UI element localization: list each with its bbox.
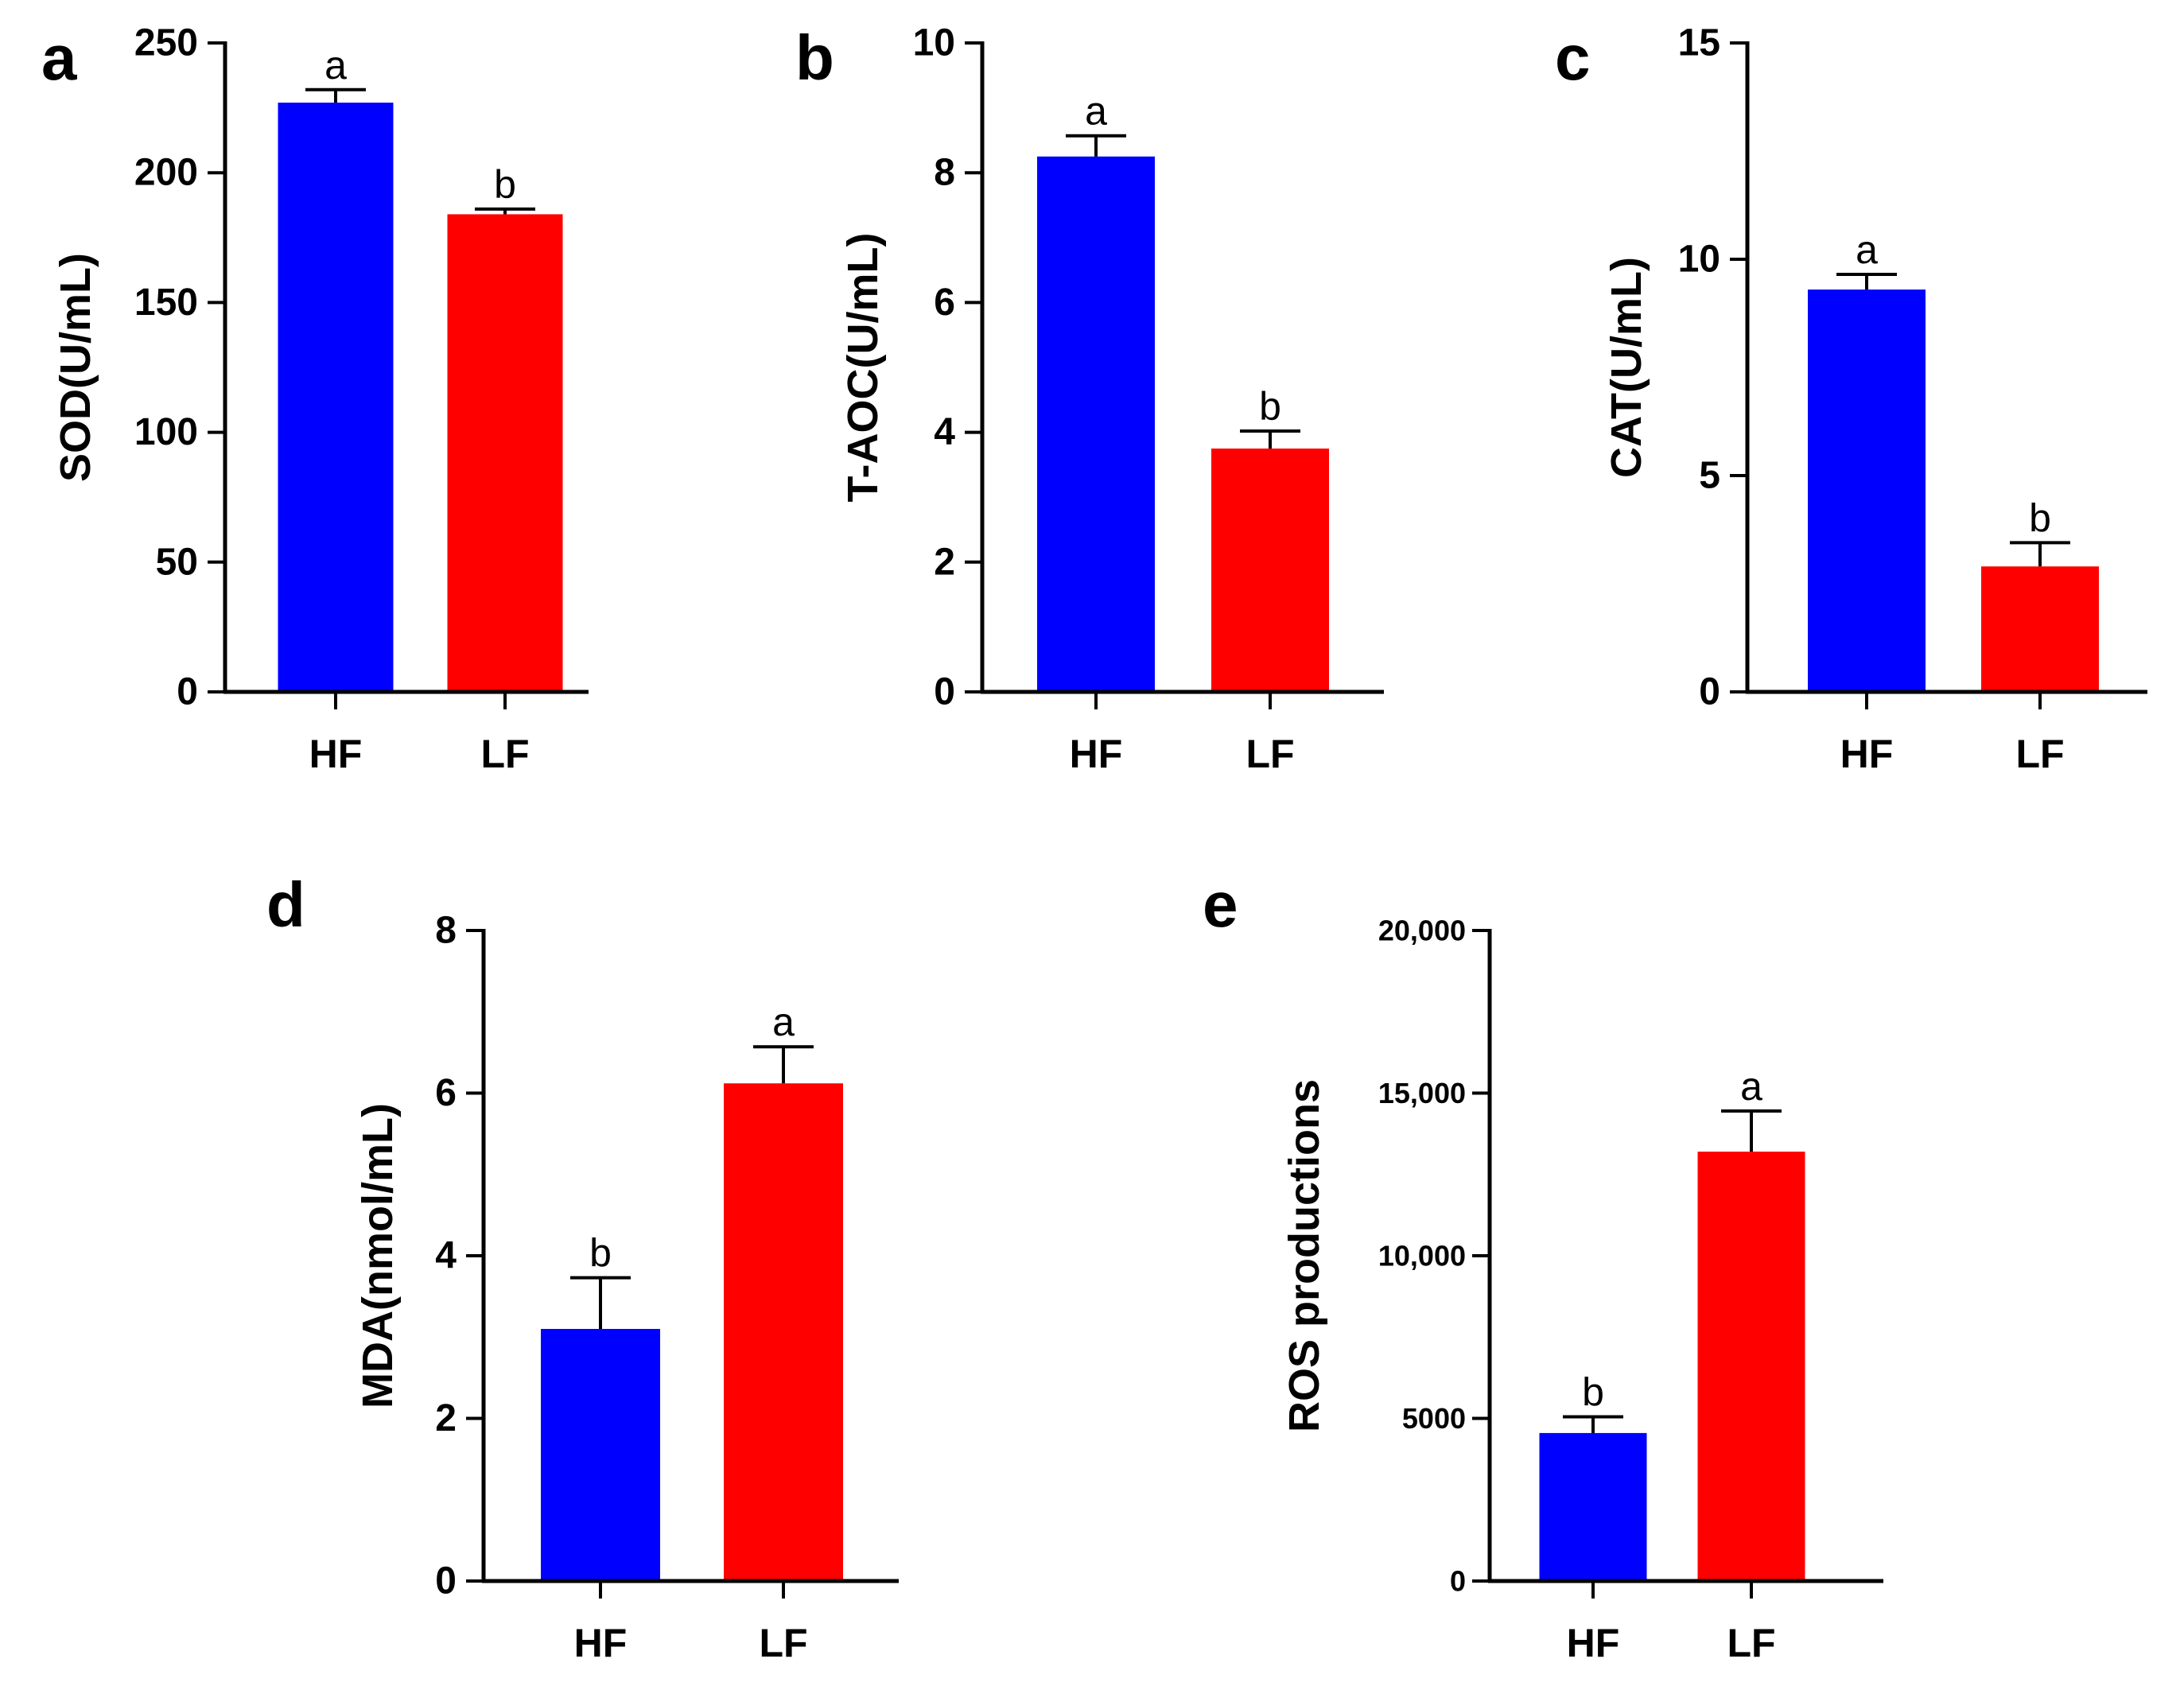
significance-letter: a <box>772 1000 795 1044</box>
panel-letter: a <box>41 22 77 93</box>
bar-lf <box>724 1083 843 1581</box>
x-tick-label: LF <box>480 732 529 776</box>
y-tick-label: 4 <box>435 1235 457 1277</box>
y-tick-label: 2 <box>934 541 955 583</box>
y-tick-label: 250 <box>134 22 198 64</box>
y-tick-label: 100 <box>134 411 198 453</box>
y-tick-label: 5000 <box>1402 1402 1466 1435</box>
y-axis-title: MDA(nmol/mL) <box>354 1103 402 1408</box>
bar-lf <box>1697 1152 1805 1581</box>
significance-letter: b <box>1582 1369 1604 1414</box>
bar-hf <box>1539 1432 1647 1581</box>
panel-e: e b HF a LF 0 5000 10,000 15,000 20,000 ROS produc… <box>1203 869 1883 1665</box>
panel-letter: c <box>1555 22 1591 93</box>
panel-c: c a HF b LF 0 5 10 15 CAT(U/mL) <box>1555 22 2147 776</box>
significance-letter: a <box>1085 89 1107 134</box>
x-tick-label: LF <box>1727 1621 1775 1665</box>
x-tick-label: HF <box>309 732 363 776</box>
panel-letter: e <box>1203 869 1238 940</box>
y-tick-label: 0 <box>934 671 955 713</box>
y-tick-label: 10 <box>913 22 955 64</box>
y-tick-label: 50 <box>156 541 198 583</box>
y-tick-label: 6 <box>435 1072 457 1114</box>
y-tick-label: 8 <box>934 152 955 194</box>
y-tick-label: 4 <box>934 411 955 453</box>
y-tick-label: 200 <box>134 152 198 194</box>
y-axis-title: ROS productions <box>1280 1079 1328 1432</box>
error-bar-hf <box>1563 1415 1623 1433</box>
y-tick-label: 8 <box>435 910 457 952</box>
y-tick-label: 0 <box>177 671 198 713</box>
y-axis-title: SOD(U/mL) <box>52 253 99 482</box>
panel-letter: d <box>266 869 305 940</box>
significance-letter: b <box>589 1231 612 1276</box>
significance-letter: a <box>1856 227 1878 272</box>
bar-hf <box>541 1329 660 1581</box>
bar-lf <box>1981 566 2099 692</box>
error-bar-hf <box>1836 273 1897 290</box>
y-tick-label: 15,000 <box>1378 1077 1466 1109</box>
y-tick-label: 5 <box>1699 455 1720 497</box>
error-bar-lf <box>753 1045 814 1084</box>
significance-letter: b <box>494 162 516 207</box>
bar-hf <box>1808 289 1926 692</box>
y-tick-label: 20,000 <box>1378 915 1466 947</box>
y-tick-label: 150 <box>134 282 198 324</box>
x-tick-label: HF <box>1567 1621 1620 1665</box>
x-tick-label: HF <box>1840 732 1894 776</box>
panel-d: d b HF a LF 0 2 4 6 8 MDA(nmol/mL) <box>266 869 899 1665</box>
significance-letter: a <box>324 43 347 87</box>
bar-hf <box>1037 156 1155 693</box>
y-tick-label: 0 <box>435 1560 457 1602</box>
y-tick-label: 10 <box>1678 239 1720 281</box>
y-tick-label: 6 <box>934 282 955 324</box>
significance-letter: b <box>2029 495 2051 540</box>
x-tick-label: HF <box>574 1621 628 1665</box>
bar-hf <box>278 103 394 692</box>
error-bar-hf <box>570 1276 631 1330</box>
significance-letter: a <box>1740 1064 1762 1109</box>
error-bar-lf <box>1240 429 1300 449</box>
panel-letter: b <box>795 22 834 93</box>
error-bar-hf <box>305 87 366 103</box>
y-tick-label: 10,000 <box>1378 1240 1466 1272</box>
panel-b: b a HF b LF 0 2 4 6 8 10 T-AOC(U/mL) <box>795 22 1384 776</box>
error-bar-lf <box>1721 1109 1782 1152</box>
y-tick-label: 15 <box>1678 22 1720 64</box>
x-tick-label: LF <box>759 1621 807 1665</box>
significance-letter: b <box>1259 384 1281 429</box>
y-tick-label: 0 <box>1450 1565 1466 1598</box>
x-tick-label: HF <box>1070 732 1123 776</box>
y-axis-title: T-AOC(U/mL) <box>839 233 887 503</box>
y-tick-label: 0 <box>1699 671 1720 713</box>
y-tick-label: 2 <box>435 1397 457 1439</box>
error-bar-lf <box>475 207 535 215</box>
bar-lf <box>1211 449 1329 692</box>
error-bar-lf <box>2010 541 2070 567</box>
x-tick-label: LF <box>1246 732 1294 776</box>
error-bar-hf <box>1066 134 1126 157</box>
y-axis-title: CAT(U/mL) <box>1603 257 1650 478</box>
panel-a: a a HF b LF 0 50 100 150 200 250 SOD(U/mL) <box>41 22 589 776</box>
bar-lf <box>447 214 563 692</box>
x-tick-label: LF <box>2015 732 2064 776</box>
